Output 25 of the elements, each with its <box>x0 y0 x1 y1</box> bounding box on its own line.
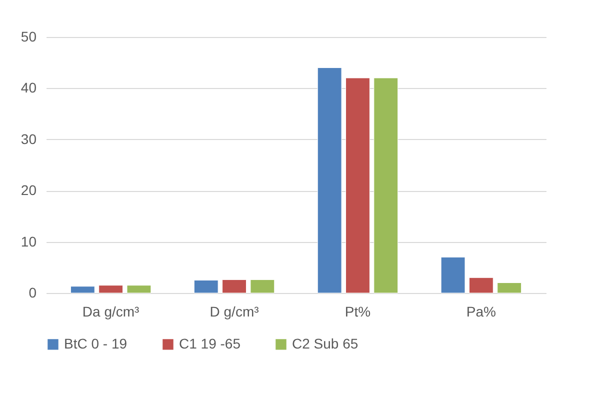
y-tick-label: 30 <box>20 130 37 147</box>
y-tick-label: 0 <box>28 284 37 300</box>
bar <box>194 280 218 294</box>
y-tick-label: 40 <box>20 80 37 96</box>
legend-label: BtC 0 - 19 <box>64 335 128 352</box>
y-tick-label: 20 <box>20 182 37 198</box>
bar <box>98 285 124 294</box>
bar <box>497 282 522 294</box>
bar <box>250 279 275 294</box>
bar <box>126 285 152 294</box>
bar <box>374 78 398 294</box>
legend-label: C2 Sub 65 <box>292 335 358 352</box>
bar <box>70 286 95 294</box>
x-tick-label: Da g/cm³ <box>82 304 140 320</box>
y-tick-label: 50 <box>20 28 37 44</box>
x-tick-label: Pt% <box>344 304 371 320</box>
x-tick-label: Pa% <box>466 304 496 320</box>
legend-label: C1 19 -65 <box>179 335 241 352</box>
bar <box>317 67 342 294</box>
y-tick-label: 10 <box>20 233 37 250</box>
bar <box>346 78 370 294</box>
bar <box>222 279 246 294</box>
bar <box>440 256 466 294</box>
bar <box>468 277 494 294</box>
x-tick-label: D g/cm³ <box>210 304 260 320</box>
